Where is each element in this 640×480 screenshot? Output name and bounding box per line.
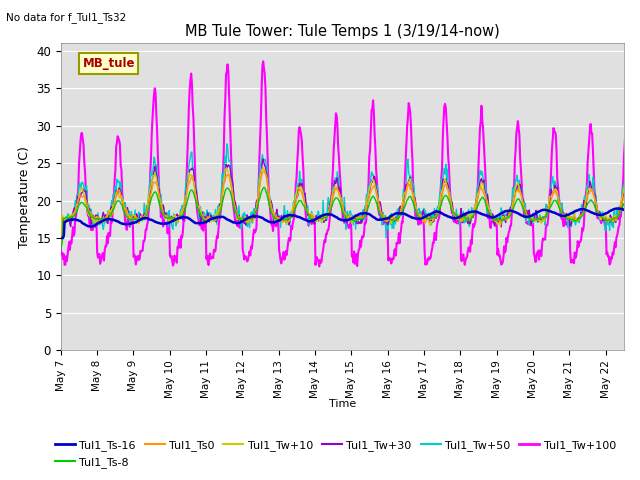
Text: MB_tule: MB_tule	[83, 57, 135, 70]
Title: MB Tule Tower: Tule Temps 1 (3/19/14-now): MB Tule Tower: Tule Temps 1 (3/19/14-now…	[185, 24, 500, 39]
X-axis label: Time: Time	[329, 399, 356, 409]
Y-axis label: Temperature (C): Temperature (C)	[18, 146, 31, 248]
Legend: Tul1_Ts-16, Tul1_Ts-8, Tul1_Ts0, Tul1_Tw+10, Tul1_Tw+30, Tul1_Tw+50, Tul1_Tw+100: Tul1_Ts-16, Tul1_Ts-8, Tul1_Ts0, Tul1_Tw…	[51, 436, 620, 472]
Text: No data for f_Tul1_Ts32: No data for f_Tul1_Ts32	[6, 12, 127, 23]
